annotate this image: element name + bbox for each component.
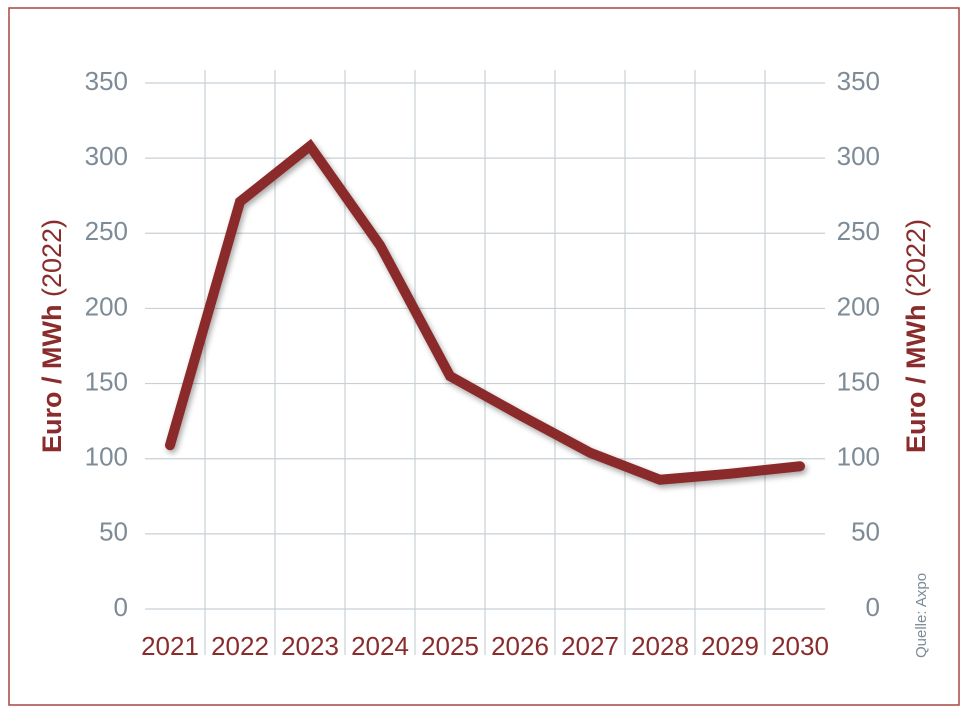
y-axis-label: Euro / MWh (2022) (37, 219, 67, 453)
y2-tick-label: 200 (837, 291, 880, 321)
y2-label-unit: (2022) (901, 219, 931, 297)
source: Quelle: Axpo (913, 573, 930, 658)
grid (145, 70, 825, 655)
data-line (165, 138, 805, 485)
x-tick-label: 2021 (141, 631, 199, 661)
y2-tick-label: 50 (851, 517, 880, 547)
x-tick-label: 2030 (771, 631, 829, 661)
x-tick-label: 2024 (351, 631, 409, 661)
y2-axis-label: Euro / MWh (2022) (901, 219, 931, 453)
y-tick-label: 100 (85, 442, 128, 472)
y-tick-label: 150 (85, 366, 128, 396)
y-tick-label: 300 (85, 141, 128, 171)
x-tick-label: 2026 (491, 631, 549, 661)
y-tick-label: 350 (85, 66, 128, 96)
x-tick-label: 2028 (631, 631, 689, 661)
y-label-main: Euro / MWh (37, 305, 67, 453)
y-label-unit: (2022) (37, 219, 67, 297)
frame (8, 7, 960, 706)
x-tick-label: 2022 (211, 631, 269, 661)
y2-tick-label: 150 (837, 366, 880, 396)
y-tick-label: 250 (85, 216, 128, 246)
x-tick-label: 2025 (421, 631, 479, 661)
x-tick-label: 2023 (281, 631, 339, 661)
y2-label-main: Euro / MWh (901, 305, 931, 453)
x-tick-label: 2029 (701, 631, 759, 661)
y2-tick-label: 250 (837, 216, 880, 246)
y2-tick-label: 300 (837, 141, 880, 171)
y-tick-label: 0 (114, 592, 128, 622)
y2-tick-label: 350 (837, 66, 880, 96)
x-tick-label: 2027 (561, 631, 619, 661)
y-tick-label: 200 (85, 291, 128, 321)
y2-tick-label: 100 (837, 442, 880, 472)
y2-tick-label: 0 (866, 592, 880, 622)
y-tick-label: 50 (99, 517, 128, 547)
